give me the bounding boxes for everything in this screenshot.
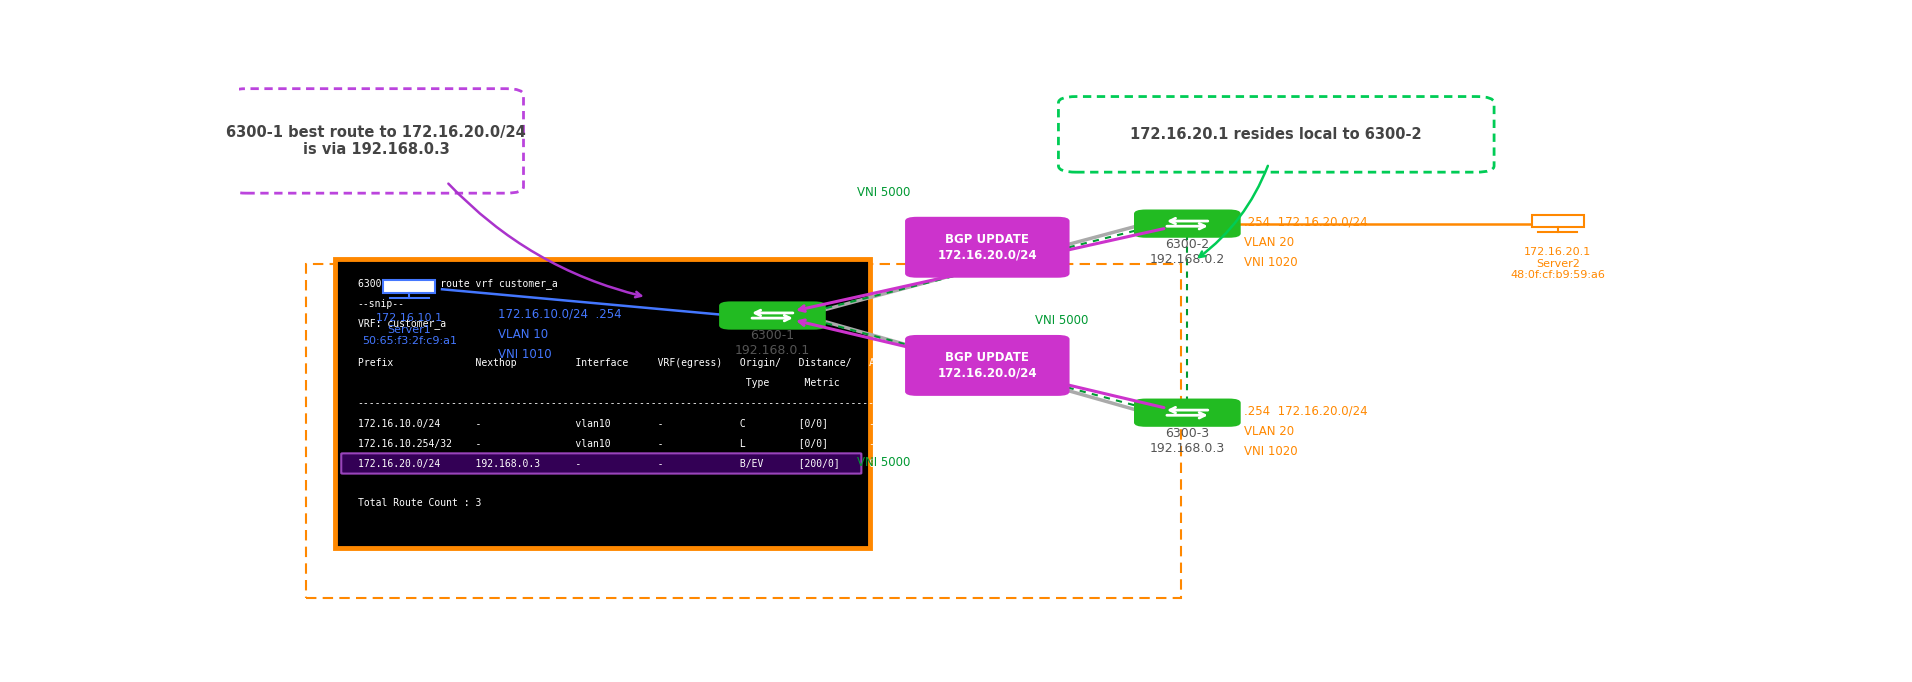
Text: Total Route Count : 3: Total Route Count : 3 xyxy=(358,499,482,509)
FancyBboxPatch shape xyxy=(335,258,870,548)
Text: 172.16.10.254/32    -                vlan10        -             L         [0/0]: 172.16.10.254/32 - vlan10 - L [0/0] xyxy=(358,439,874,449)
Text: VRF: customer_a: VRF: customer_a xyxy=(358,318,445,329)
FancyBboxPatch shape xyxy=(719,301,826,329)
Text: VLAN 10: VLAN 10 xyxy=(499,327,549,340)
FancyBboxPatch shape xyxy=(1134,209,1241,238)
Text: 172.16.20.0/24      192.168.0.3      -             -             B/EV      [200/: 172.16.20.0/24 192.168.0.3 - - B/EV [200… xyxy=(358,458,933,469)
Text: 6300-1 best route to 172.16.20.0/24
is via 192.168.0.3: 6300-1 best route to 172.16.20.0/24 is v… xyxy=(226,125,526,157)
Text: 172.16.20.1
Server2
48:0f:cf:b9:59:a6: 172.16.20.1 Server2 48:0f:cf:b9:59:a6 xyxy=(1510,248,1606,280)
Text: --------------------------------------------------------------------------------: ----------------------------------------… xyxy=(358,398,899,409)
FancyBboxPatch shape xyxy=(1134,398,1241,427)
Text: .254  172.16.20.0/24: .254 172.16.20.0/24 xyxy=(1243,216,1367,228)
Text: 172.16.10.0/24      -                vlan10        -             C         [0/0]: 172.16.10.0/24 - vlan10 - C [0/0] xyxy=(358,419,874,428)
FancyBboxPatch shape xyxy=(1059,97,1493,172)
Text: VNI 5000: VNI 5000 xyxy=(857,456,910,469)
Text: BGP UPDATE
172.16.20.0/24: BGP UPDATE 172.16.20.0/24 xyxy=(937,233,1036,261)
FancyBboxPatch shape xyxy=(382,280,436,293)
Text: 6300-3
192.168.0.3: 6300-3 192.168.0.3 xyxy=(1149,427,1226,455)
Text: Type      Metric: Type Metric xyxy=(358,379,839,389)
Text: 6300-1# sh ip route vrf customer_a: 6300-1# sh ip route vrf customer_a xyxy=(358,278,556,289)
Text: .254  172.16.20.0/24: .254 172.16.20.0/24 xyxy=(1243,405,1367,418)
Text: VNI 1020: VNI 1020 xyxy=(1243,445,1296,458)
Text: VLAN 20: VLAN 20 xyxy=(1243,425,1294,438)
FancyBboxPatch shape xyxy=(904,217,1069,278)
Text: VNI 1020: VNI 1020 xyxy=(1243,256,1296,269)
Text: VLAN 20: VLAN 20 xyxy=(1243,236,1294,249)
Text: BGP UPDATE
172.16.20.0/24: BGP UPDATE 172.16.20.0/24 xyxy=(937,351,1036,379)
FancyBboxPatch shape xyxy=(340,454,860,473)
FancyBboxPatch shape xyxy=(229,89,524,193)
Text: VNI 1010: VNI 1010 xyxy=(499,348,553,361)
FancyBboxPatch shape xyxy=(904,335,1069,396)
Text: --snip--: --snip-- xyxy=(358,299,405,308)
Text: VNI 5000: VNI 5000 xyxy=(857,186,910,198)
Text: 6300-2
192.168.0.2: 6300-2 192.168.0.2 xyxy=(1149,237,1226,265)
FancyBboxPatch shape xyxy=(1532,215,1583,227)
Text: VNI 5000: VNI 5000 xyxy=(1034,314,1088,327)
Text: 172.16.10.1
Server1
50:65:f3:2f:c9:a1: 172.16.10.1 Server1 50:65:f3:2f:c9:a1 xyxy=(361,313,457,346)
Text: 172.16.20.1 resides local to 6300-2: 172.16.20.1 resides local to 6300-2 xyxy=(1130,127,1423,142)
Text: 6300-1
192.168.0.1: 6300-1 192.168.0.1 xyxy=(734,329,811,357)
Text: 172.16.10.0/24  .254: 172.16.10.0/24 .254 xyxy=(499,308,621,321)
Text: Prefix              Nexthop          Interface     VRF(egress)   Origin/   Dista: Prefix Nexthop Interface VRF(egress) Ori… xyxy=(358,359,887,368)
